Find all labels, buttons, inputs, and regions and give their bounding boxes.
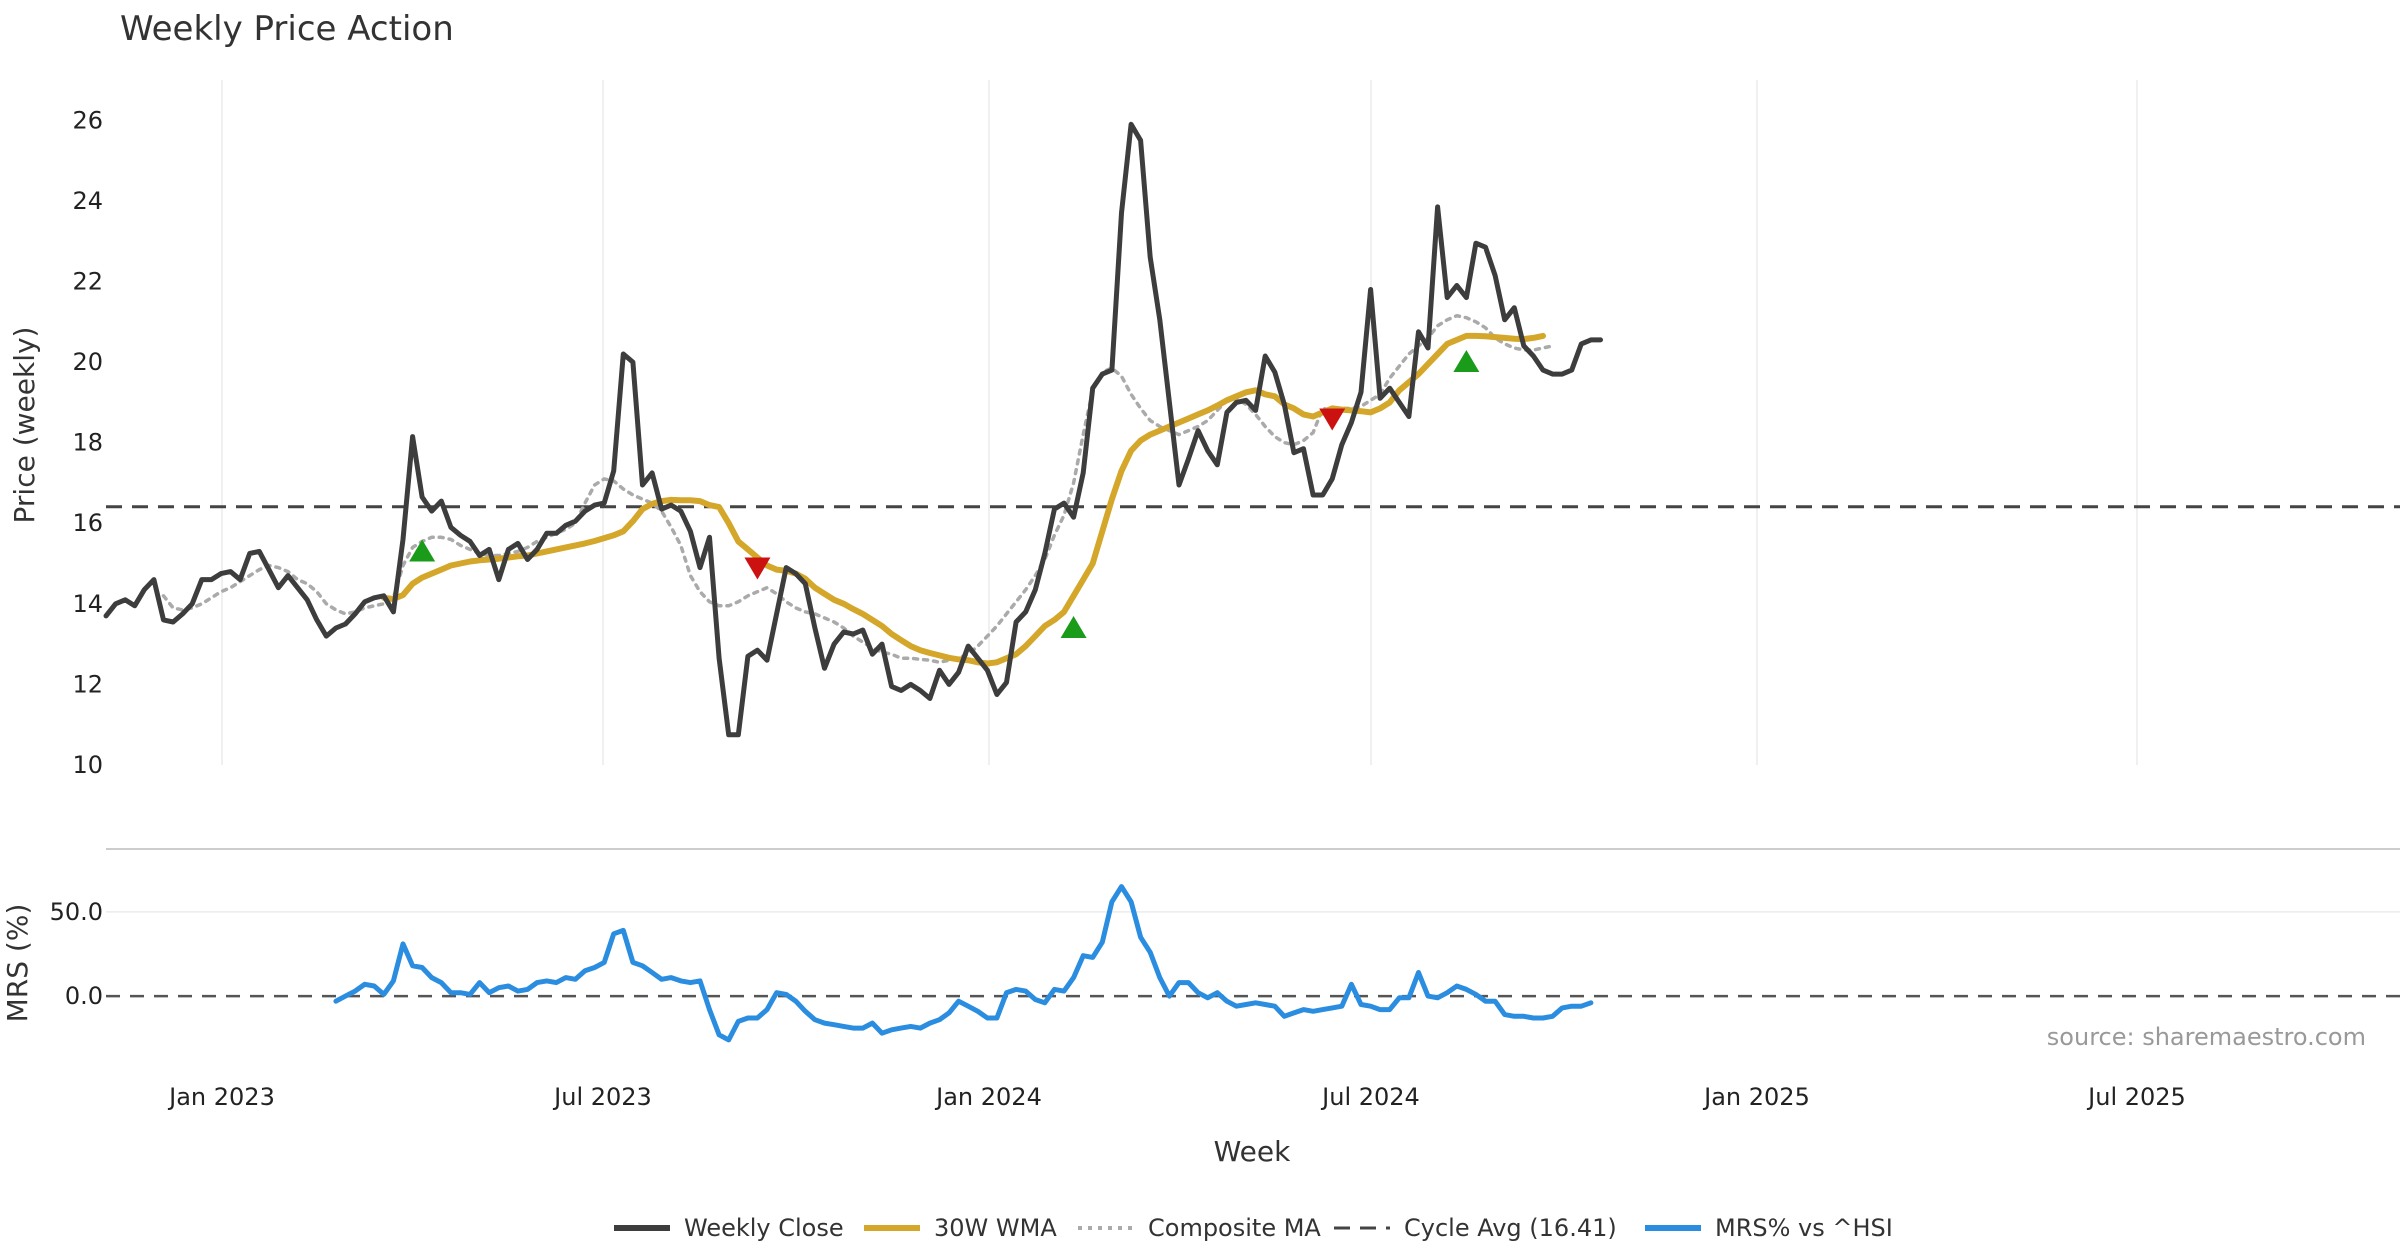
price-series bbox=[103, 121, 2400, 738]
x-tick-label: Jan 2024 bbox=[934, 1083, 1042, 1111]
sell-signal-marker bbox=[744, 557, 771, 580]
legend-label: MRS% vs ^HSI bbox=[1715, 1214, 1893, 1242]
mrs-gridlines bbox=[106, 911, 2400, 998]
price-panel: 10 12 14 16 18 20 22 24 26 Price (weekly) bbox=[8, 80, 2400, 779]
x-tick-label: Jul 2023 bbox=[552, 1083, 652, 1111]
weekly-close-line bbox=[103, 121, 1603, 738]
sell-signal-marker bbox=[1319, 408, 1346, 431]
price-y-tick-label: 22 bbox=[72, 267, 103, 295]
price-y-tick-label: 10 bbox=[72, 751, 103, 779]
legend-label: Cycle Avg (16.41) bbox=[1404, 1214, 1617, 1242]
buy-signal-marker bbox=[1453, 350, 1480, 373]
legend-label: 30W WMA bbox=[934, 1214, 1057, 1242]
x-tick-label: Jul 2025 bbox=[2086, 1083, 2186, 1111]
x-tick-label: Jan 2023 bbox=[167, 1083, 275, 1111]
mrs-series bbox=[333, 884, 1594, 1043]
mrs-y-ticks: 0.0 50.0 bbox=[50, 898, 103, 1010]
x-tick-label: Jul 2024 bbox=[1320, 1083, 1420, 1111]
price-y-tick-label: 24 bbox=[72, 187, 103, 215]
price-y-tick-label: 16 bbox=[72, 509, 103, 537]
price-y-axis-label: Price (weekly) bbox=[8, 327, 41, 524]
x-axis-label: Week bbox=[1214, 1135, 1291, 1168]
buy-signal-marker bbox=[1060, 616, 1087, 638]
mrs-y-axis-label: MRS (%) bbox=[1, 904, 34, 1023]
mrs-y-tick-label: 0.0 bbox=[65, 982, 103, 1010]
x-axis-ticks: Jan 2023 Jul 2023 Jan 2024 Jul 2024 Jan 2025… bbox=[167, 1083, 2186, 1111]
price-y-tick-label: 26 bbox=[72, 106, 103, 134]
price-y-tick-label: 18 bbox=[72, 429, 103, 457]
source-note: source: sharemaestro.com bbox=[2047, 1023, 2366, 1051]
mrs-panel: 0.0 50.0 MRS (%) source: sharemaestro.com bbox=[1, 884, 2400, 1051]
price-y-ticks: 10 12 14 16 18 20 22 24 26 bbox=[72, 106, 103, 779]
price-signals bbox=[409, 350, 1480, 638]
buy-signal-marker bbox=[409, 539, 436, 562]
legend-label: Composite MA bbox=[1148, 1214, 1321, 1242]
x-tick-label: Jan 2025 bbox=[1702, 1083, 1810, 1111]
legend: Weekly Close 30W WMA Composite MA Cycle Avg… bbox=[614, 1214, 1893, 1242]
wma-30w-line bbox=[380, 332, 1546, 667]
price-gridlines bbox=[221, 80, 2138, 765]
mrs-line bbox=[333, 884, 1594, 1043]
mrs-y-tick-label: 50.0 bbox=[50, 898, 103, 926]
legend-label: Weekly Close bbox=[684, 1214, 844, 1242]
chart-title: Weekly Price Action bbox=[120, 9, 454, 49]
price-y-tick-label: 20 bbox=[72, 348, 103, 376]
price-y-tick-label: 14 bbox=[72, 590, 103, 618]
price-y-tick-label: 12 bbox=[72, 670, 103, 698]
